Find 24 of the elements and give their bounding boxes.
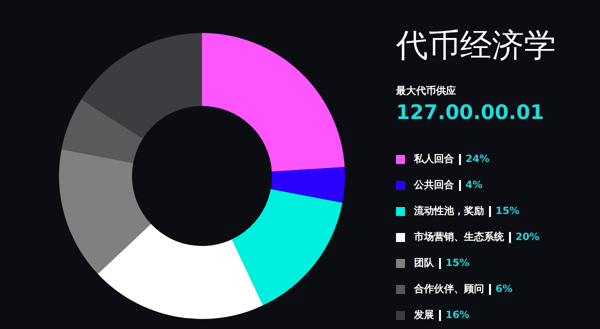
text: 127.00.00.01 [396,100,544,124]
chart-title: 代币经济学 [396,25,556,66]
donut-slice [62,99,143,163]
legend-label: 市场营销、生态系统 [414,230,504,244]
donut-slice [98,224,263,319]
legend-label: 公共回合 [414,178,454,192]
donut-slice [202,33,345,172]
donut-slice [81,33,202,138]
legend-label: 私人回合 [414,152,454,166]
legend-label: 流动性池，奖励 [414,204,484,218]
text: 最大代币供应 [396,84,456,98]
data-label: 15% [446,258,470,268]
donut-slice [270,167,345,203]
data-label: 6% [496,284,512,294]
donut-slice [232,189,342,306]
data-label: 4% [466,180,482,190]
data-label: 20% [516,232,540,242]
legend-label: 团队 [414,256,434,270]
data-label: 16% [446,310,470,320]
data-label: 15% [496,206,520,216]
legend-label: 发展 [414,308,434,322]
data-label: 24% [466,154,490,164]
legend-label: 合作伙伴、顾问 [414,282,484,296]
donut-slice [59,149,151,274]
